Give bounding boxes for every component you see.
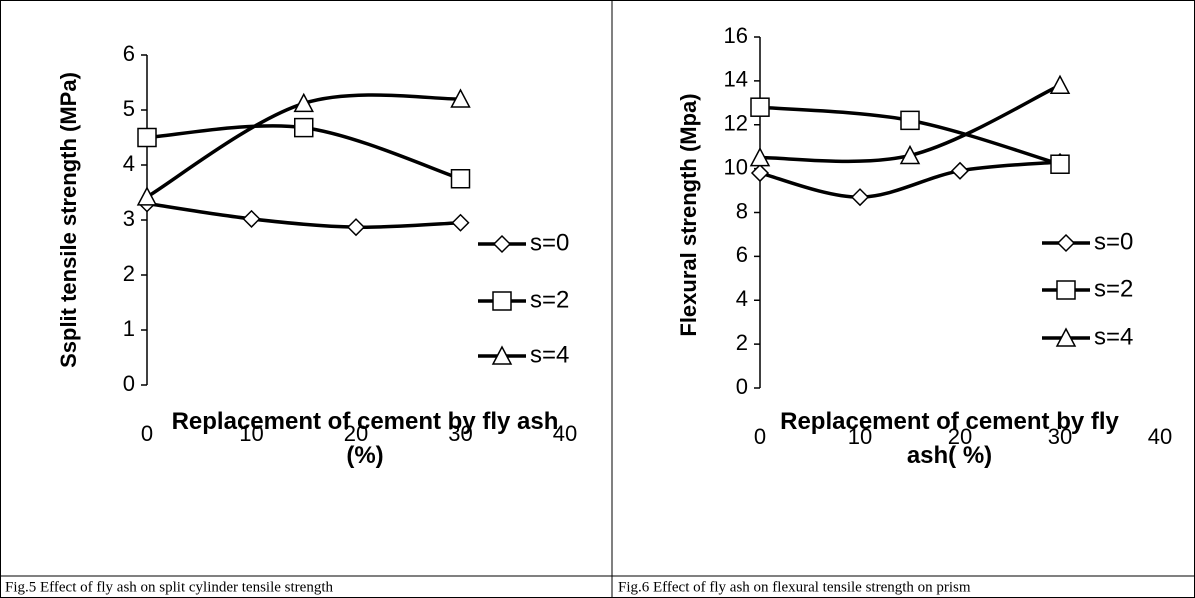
x-tick-label: 10 — [239, 421, 263, 446]
y-tick-label: 5 — [123, 96, 135, 121]
legend-label: s=2 — [1094, 275, 1133, 302]
marker — [242, 209, 261, 228]
series-line — [146, 201, 461, 229]
marker — [850, 188, 870, 207]
x-tick-label: 0 — [141, 421, 153, 446]
legend-marker — [492, 234, 512, 254]
marker — [749, 147, 771, 167]
y-tick-label: 3 — [123, 206, 135, 231]
marker — [899, 144, 921, 165]
marker — [900, 110, 920, 131]
y-tick-label: 12 — [724, 111, 748, 136]
x-axis-title: Replacement of cement by fly ash (%) — [171, 408, 559, 469]
legend-marker — [492, 291, 512, 311]
y-tick-label: 4 — [736, 286, 748, 311]
y-tick-label: 6 — [736, 242, 748, 267]
y-tick-label: 0 — [736, 374, 748, 399]
y-axis-title: Ssplit tensile strength (MPa) — [56, 72, 81, 368]
x-axis-title: Replacement of cement by fly ash( %) — [780, 408, 1119, 469]
x-tick-label: 30 — [1048, 424, 1072, 449]
legend-marker — [1055, 327, 1077, 347]
x-tick-label: 40 — [553, 421, 577, 446]
x-tick-label: 20 — [948, 424, 972, 449]
y-tick-label: 6 — [123, 41, 135, 66]
legend-label: s=4 — [530, 341, 569, 368]
legend-label: s=0 — [1094, 228, 1133, 255]
y-tick-label: 14 — [724, 67, 748, 92]
x-tick-label: 0 — [754, 424, 766, 449]
legend-label: s=0 — [530, 229, 569, 256]
marker — [293, 92, 314, 113]
marker — [346, 218, 366, 237]
series-line — [759, 160, 1061, 199]
y-tick-label: 8 — [736, 198, 748, 223]
marker — [137, 127, 157, 148]
y-tick-label: 10 — [724, 154, 748, 179]
y-tick-label: 2 — [736, 330, 748, 355]
legend-marker — [491, 345, 513, 365]
marker — [294, 117, 314, 138]
y-tick-label: 2 — [123, 261, 135, 286]
x-axis-title-box: Replacement of cement by fly ash (%) — [171, 408, 559, 469]
y-tick-label: 0 — [123, 371, 135, 396]
legend-label: s=2 — [530, 286, 569, 313]
legend-label: s=4 — [1094, 323, 1133, 350]
x-tick-label: 40 — [1148, 424, 1172, 449]
y-tick-label: 1 — [123, 316, 135, 341]
marker — [750, 97, 770, 117]
x-tick-label: 30 — [448, 421, 472, 446]
marker — [136, 186, 158, 206]
marker — [750, 163, 770, 183]
x-tick-label: 10 — [848, 424, 872, 449]
y-tick-label: 16 — [724, 23, 748, 48]
marker — [451, 213, 470, 232]
x-axis-title-box: Replacement of cement by fly ash( %) — [780, 408, 1119, 469]
marker — [450, 169, 471, 189]
caption: Fig.5 Effect of fly ash on split cylinde… — [5, 579, 333, 595]
y-axis-title: Flexural strength (Mpa) — [676, 93, 701, 336]
marker — [450, 88, 471, 108]
x-tick-label: 20 — [344, 421, 368, 446]
y-tick-label: 4 — [123, 151, 135, 176]
marker — [1050, 154, 1070, 174]
legend-marker — [1056, 233, 1076, 253]
marker — [1049, 74, 1071, 95]
legend-marker — [1056, 280, 1076, 300]
marker — [950, 161, 970, 180]
caption: Fig.6 Effect of fly ash on flexural tens… — [618, 579, 971, 595]
